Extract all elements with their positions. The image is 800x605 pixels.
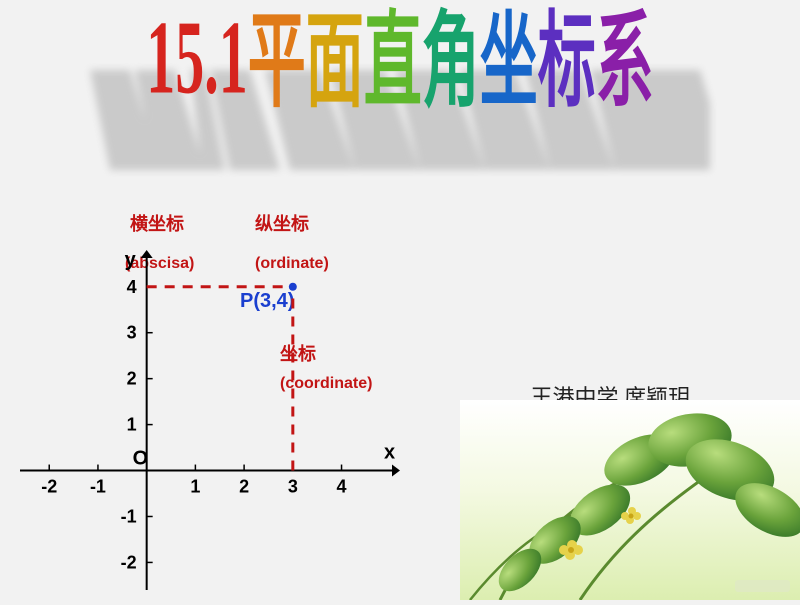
title-char: 系 [596, 0, 654, 128]
svg-text:4: 4 [127, 277, 137, 297]
svg-text:-2: -2 [41, 477, 57, 497]
svg-text:1: 1 [127, 415, 137, 435]
svg-text:x: x [384, 442, 395, 464]
svg-text:1: 1 [190, 477, 200, 497]
coordinate-chart: 横坐标 (abscisa) 纵坐标 (ordinate) P(3,4) 坐标 (… [60, 210, 460, 590]
label-abscissa-cn: 横坐标 [130, 210, 184, 236]
svg-text:O: O [133, 448, 149, 470]
title-char: 5 [175, 0, 204, 118]
page-title: 15.1平面直角坐标系 [0, 10, 800, 94]
svg-text:-2: -2 [121, 552, 137, 572]
title-char: 1 [146, 0, 175, 118]
title-char: . [204, 0, 219, 118]
svg-text:2: 2 [239, 477, 249, 497]
title-char: 1 [219, 0, 248, 118]
title-char: 平 [248, 0, 306, 128]
label-ordinate-cn: 纵坐标 [255, 210, 309, 236]
title-char: 面 [306, 0, 364, 128]
chart-svg: -2 -1 1 2 3 4 -2 -1 1 2 3 4 Ox y [20, 250, 400, 590]
svg-text:3: 3 [127, 323, 137, 343]
plant-svg [460, 400, 800, 600]
svg-text:y: y [125, 250, 137, 271]
svg-text:-1: -1 [90, 477, 106, 497]
title-char: 坐 [480, 0, 538, 128]
title-char: 标 [538, 0, 596, 128]
svg-text:2: 2 [127, 369, 137, 389]
svg-text:4: 4 [337, 477, 347, 497]
svg-text:3: 3 [288, 477, 298, 497]
svg-text:-1: -1 [121, 506, 137, 526]
title-char: 直 [364, 0, 422, 128]
title-char: 角 [422, 0, 480, 128]
plant-decoration [460, 400, 800, 600]
